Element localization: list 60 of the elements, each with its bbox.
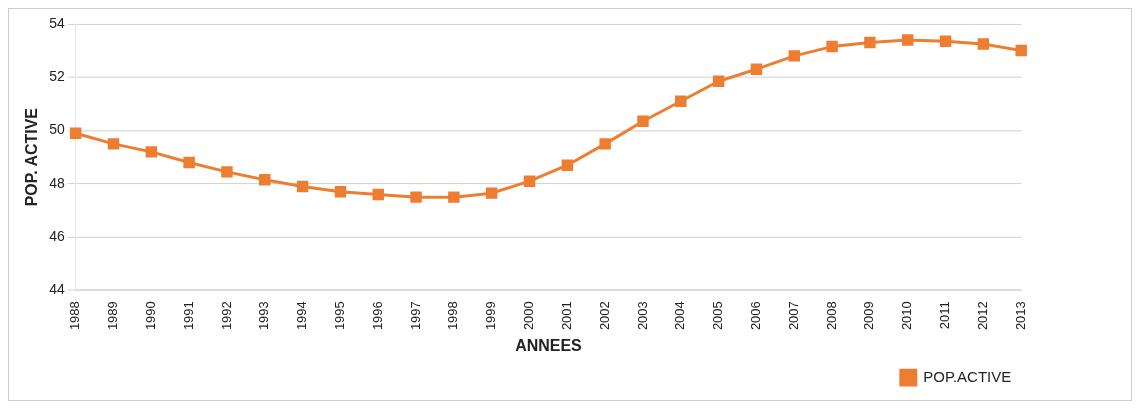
point [826, 40, 838, 53]
x-tick-label: 1994 [294, 301, 310, 331]
point [939, 35, 952, 47]
x-tick-label: 1996 [369, 301, 385, 331]
x-tick-label: 1991 [180, 301, 196, 331]
x-tick-label: 2005 [710, 301, 726, 331]
x-tick-label: 1997 [407, 301, 423, 331]
point [523, 175, 536, 187]
x-tick-label: 2004 [672, 301, 688, 331]
point [221, 166, 233, 178]
point [902, 34, 914, 46]
x-tick-label: 2013 [1012, 301, 1028, 331]
x-tick-label: 1992 [218, 301, 234, 331]
x-tick-label: 1995 [331, 301, 347, 331]
point [675, 95, 687, 107]
point [864, 36, 876, 49]
x-tick-label: 2010 [899, 301, 915, 331]
x-tick-label: 2011 [937, 301, 953, 330]
point [296, 180, 309, 193]
y-axis-title: POP. ACTIVE [22, 108, 40, 207]
y-tick-label: 52 [49, 68, 65, 85]
x-tick-label: 2000 [521, 301, 537, 331]
point [485, 187, 498, 199]
point [1015, 44, 1027, 57]
point [410, 191, 422, 203]
legend-label: POP.ACTIVE [923, 367, 1012, 385]
x-axis-title: ANNEES [515, 337, 582, 355]
x-tick-label: 2002 [596, 301, 612, 331]
point [637, 115, 649, 127]
point [334, 186, 347, 198]
point [372, 188, 384, 201]
x-tick-label: 2006 [748, 301, 764, 331]
x-tick-label: 1989 [105, 301, 121, 331]
point [599, 138, 611, 150]
y-tick-label: 50 [49, 121, 65, 138]
x-tick-label: 2009 [861, 301, 877, 331]
point [750, 63, 763, 75]
y-tick-label: 54 [49, 14, 65, 31]
point [107, 138, 120, 150]
point [448, 191, 460, 203]
x-tick-label: 1998 [445, 301, 461, 331]
x-tick-label: 2012 [974, 301, 990, 331]
point [259, 174, 271, 186]
point [145, 146, 158, 158]
x-tick-label: 1999 [483, 301, 499, 331]
x-tick-label: 1993 [256, 301, 272, 331]
y-tick-label: 44 [49, 281, 65, 298]
x-tick-label: 2001 [558, 301, 574, 331]
x-tick-label: 2003 [634, 301, 650, 331]
point [712, 75, 725, 87]
x-tick-label: 2008 [823, 301, 839, 331]
point [788, 50, 800, 62]
y-tick-label: 46 [49, 228, 65, 244]
point [183, 156, 195, 169]
point [561, 159, 574, 171]
x-tick-label: 1988 [67, 301, 83, 331]
x-tick-label: 2007 [785, 301, 801, 331]
x-tick-label: 1990 [142, 301, 158, 331]
y-tick-label: 48 [49, 174, 65, 191]
point [977, 38, 990, 50]
